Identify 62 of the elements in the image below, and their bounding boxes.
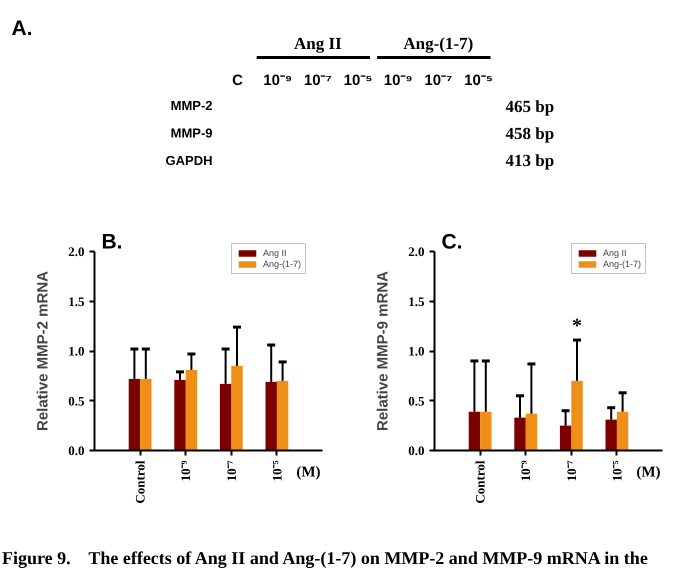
category-label: C	[232, 72, 244, 89]
bar	[231, 366, 243, 450]
bar	[571, 380, 583, 450]
y-tick-label: 1.0	[68, 344, 84, 358]
bar	[616, 412, 628, 450]
y-tick-label: 2.0	[68, 244, 84, 259]
legend-label: Ang-(1-7)	[262, 259, 301, 269]
bar	[514, 418, 526, 450]
legend-label: Ang II	[262, 248, 286, 258]
bar	[560, 426, 572, 450]
category-label: 10⁻⁵	[464, 72, 493, 89]
category-label: 10⁻⁷	[304, 72, 332, 89]
y-tick-label: 1.5	[408, 294, 425, 309]
x-tick-label: 10⁻⁵	[609, 460, 624, 482]
y-tick-label: 1.0	[408, 344, 424, 358]
legend-label: Ang-(1-7)	[602, 259, 641, 269]
bar	[266, 382, 277, 450]
category-label: MMP-9	[170, 126, 212, 140]
category-label: MMP-2	[170, 98, 212, 113]
bar	[526, 414, 538, 450]
x-tick-label: 10⁻⁵	[269, 460, 284, 482]
y-axis-title: Relative MMP-2 mRNA	[34, 270, 52, 432]
bar	[128, 378, 140, 450]
y-tick-label: 2.0	[408, 244, 424, 259]
x-tick-label: 10⁻⁹	[178, 460, 194, 482]
bar	[140, 378, 152, 450]
category-label: 10⁻⁵	[344, 72, 372, 89]
category-label: 413 bp	[506, 151, 554, 170]
y-tick-label: 1.5	[68, 294, 85, 309]
caption: Figure 9. The effects of Ang II and Ang-(1-7) on MMP-2 and MMP-9 mRNA in the	[2, 547, 648, 570]
category-label: 465 bp	[506, 97, 554, 116]
y-axis-title: Relative MMP-9 mRNA	[374, 270, 392, 432]
category-label: 458 bp	[506, 124, 554, 143]
category-label: 10⁻⁹	[384, 72, 413, 89]
legend-label: Ang II	[602, 248, 626, 258]
bar	[276, 380, 288, 450]
x-axis-title: (M)	[636, 464, 661, 480]
bar	[220, 384, 232, 450]
y-tick-label: 0.5	[68, 393, 85, 408]
y-tick-label: 0.0	[408, 443, 424, 458]
x-tick-label: 10⁻⁷	[224, 460, 239, 482]
bar	[480, 412, 492, 450]
annotation: *	[572, 315, 582, 338]
y-tick-label: 0.5	[408, 393, 425, 408]
x-tick-label: 10⁻⁹	[518, 460, 534, 482]
x-axis-title: (M)	[296, 464, 321, 480]
bar	[606, 420, 617, 450]
category-label: 10⁻⁷	[424, 72, 452, 89]
y-tick-label: 0.0	[68, 443, 84, 458]
text: A.	[12, 17, 32, 40]
x-tick-label: Control	[132, 460, 148, 504]
chart-title: C.	[442, 230, 462, 254]
text: Ang-(1-7)	[403, 34, 474, 53]
x-tick-label: 10⁻⁷	[564, 460, 579, 482]
bar	[468, 412, 480, 450]
bar	[186, 370, 198, 450]
bar	[174, 380, 186, 450]
category-label: 10⁻⁹	[263, 72, 292, 89]
x-tick-label: Control	[472, 460, 488, 504]
chart-title: B.	[102, 230, 122, 254]
category-label: GAPDH	[166, 153, 213, 168]
text: Ang II	[294, 34, 342, 53]
